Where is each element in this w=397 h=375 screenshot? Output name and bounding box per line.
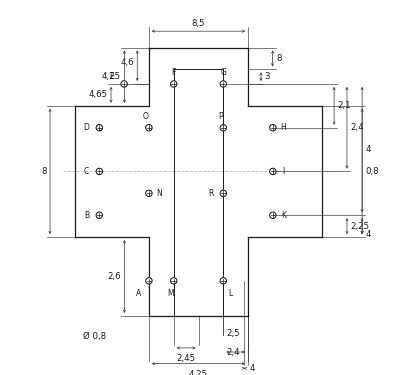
Text: 4,65: 4,65 bbox=[89, 90, 108, 99]
Text: 2,1: 2,1 bbox=[337, 101, 351, 110]
Text: I: I bbox=[282, 167, 285, 176]
Circle shape bbox=[146, 278, 152, 284]
Text: P: P bbox=[218, 111, 223, 120]
Circle shape bbox=[220, 81, 227, 87]
Text: 4: 4 bbox=[366, 145, 371, 154]
Text: 8: 8 bbox=[276, 54, 281, 63]
Circle shape bbox=[270, 168, 276, 175]
Text: E: E bbox=[109, 72, 114, 81]
Text: 4,6: 4,6 bbox=[120, 58, 134, 68]
Text: G: G bbox=[220, 68, 226, 77]
Text: 4,25: 4,25 bbox=[102, 72, 121, 81]
Circle shape bbox=[170, 278, 177, 284]
Text: A: A bbox=[136, 289, 141, 298]
Text: 2,5: 2,5 bbox=[226, 329, 240, 338]
Text: R: R bbox=[208, 189, 213, 198]
Text: 2,45: 2,45 bbox=[177, 354, 196, 363]
Circle shape bbox=[121, 81, 127, 87]
Text: L: L bbox=[228, 289, 232, 298]
Circle shape bbox=[146, 190, 152, 196]
Text: M: M bbox=[168, 289, 174, 298]
Circle shape bbox=[170, 81, 177, 87]
Text: 0,8: 0,8 bbox=[366, 167, 379, 176]
Circle shape bbox=[220, 124, 227, 131]
Text: 2,25: 2,25 bbox=[351, 222, 370, 231]
Text: D: D bbox=[83, 123, 89, 132]
Circle shape bbox=[270, 212, 276, 218]
Text: 4: 4 bbox=[366, 230, 371, 239]
Text: Ø 0,8: Ø 0,8 bbox=[83, 332, 106, 341]
Text: O: O bbox=[143, 111, 149, 120]
Text: N: N bbox=[156, 189, 162, 198]
Text: 2,4: 2,4 bbox=[351, 123, 364, 132]
Circle shape bbox=[96, 124, 102, 131]
Text: 8: 8 bbox=[41, 167, 46, 176]
Circle shape bbox=[96, 212, 102, 218]
Text: 4: 4 bbox=[250, 364, 255, 373]
Text: F: F bbox=[172, 68, 176, 77]
Circle shape bbox=[146, 124, 152, 131]
Text: 8,5: 8,5 bbox=[192, 19, 205, 28]
Text: 2,6: 2,6 bbox=[107, 272, 121, 281]
Circle shape bbox=[270, 124, 276, 131]
Text: 4,25: 4,25 bbox=[189, 369, 208, 375]
Circle shape bbox=[220, 278, 227, 284]
Circle shape bbox=[96, 168, 102, 175]
Text: 3: 3 bbox=[264, 72, 270, 81]
Text: H: H bbox=[281, 123, 286, 132]
Text: C: C bbox=[84, 167, 89, 176]
Text: K: K bbox=[281, 211, 286, 220]
Text: B: B bbox=[84, 211, 89, 220]
Circle shape bbox=[220, 190, 227, 196]
Text: 2,4: 2,4 bbox=[227, 348, 241, 357]
